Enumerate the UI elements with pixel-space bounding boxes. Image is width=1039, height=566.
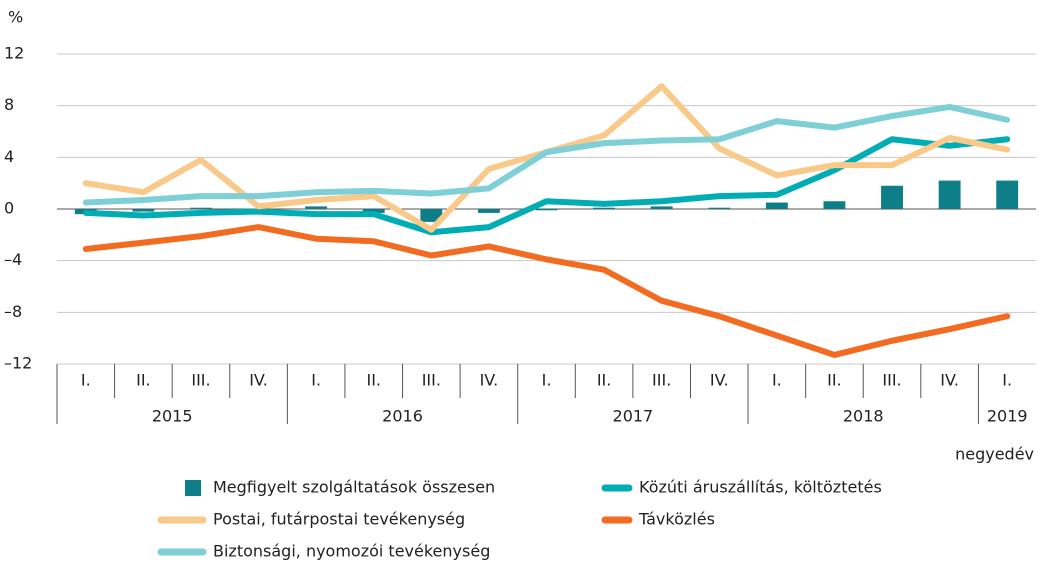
line [82, 136, 1011, 236]
x-tick-label: IV. [710, 371, 729, 390]
bar [593, 207, 616, 209]
legend-label: Megfigyelt szolgáltatások összesen [213, 478, 495, 497]
year-label: 2016 [382, 407, 423, 426]
bar [305, 206, 328, 209]
bar [938, 180, 961, 209]
x-tick-label: III. [422, 371, 441, 390]
x-tick-label: IV. [480, 371, 499, 390]
x-tick-label: II. [827, 371, 842, 390]
bar [765, 202, 788, 209]
line [82, 224, 1011, 358]
x-tick-label: II. [366, 371, 381, 390]
year-label: 2015 [152, 407, 193, 426]
legend-label: Közúti áruszállítás, költöztetés [639, 478, 882, 497]
x-tick-label: I. [81, 371, 91, 390]
bar [477, 209, 500, 213]
y-tick-label: –8 [4, 302, 22, 321]
bar [996, 180, 1019, 209]
year-label: 2018 [843, 407, 884, 426]
bar [535, 209, 558, 211]
bar [823, 201, 846, 209]
y-tick-label: –12 [4, 354, 32, 373]
x-tick-label: III. [191, 371, 210, 390]
x-tick-label: I. [311, 371, 321, 390]
x-tick-label: II. [597, 371, 612, 390]
year-label: 2017 [613, 407, 654, 426]
bar [190, 207, 212, 209]
bar [420, 209, 443, 222]
y-tick-label: 4 [4, 147, 14, 166]
x-tick-label: III. [882, 371, 901, 390]
bar [881, 185, 903, 209]
y-tick-label: 0 [4, 199, 14, 218]
bar [132, 209, 155, 212]
y-tick-label: 8 [4, 95, 14, 114]
y-tick-label: 12 [4, 44, 24, 63]
x-tick-label: II. [136, 371, 151, 390]
line [82, 103, 1011, 206]
line [82, 83, 1011, 233]
x-tick-label: I. [1002, 371, 1012, 390]
bar [650, 206, 673, 209]
legend-swatch [185, 480, 201, 496]
y-tick-label: –4 [4, 250, 22, 269]
x-tick-label: I. [772, 371, 782, 390]
bar [362, 209, 385, 213]
legend-label: Biztonsági, nyomozói tevékenység [213, 542, 490, 561]
y-axis-label: % [8, 8, 23, 27]
x-tick-label: I. [542, 371, 552, 390]
x-tick-label: III. [652, 371, 671, 390]
legend-label: Távközlés [638, 510, 715, 529]
x-tick-label: IV. [249, 371, 268, 390]
bar [708, 207, 731, 209]
x-tick-label: IV. [940, 371, 959, 390]
x-axis-label: negyedév [955, 445, 1034, 464]
year-label: 2019 [987, 407, 1028, 426]
legend-label: Postai, futárpostai tevékenység [213, 510, 465, 529]
